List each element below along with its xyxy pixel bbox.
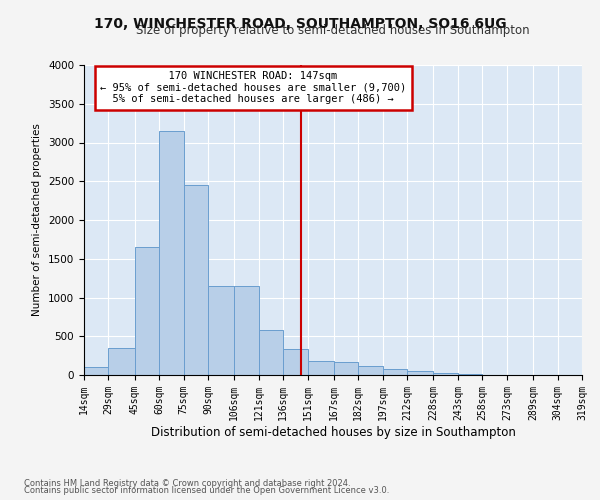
Bar [308, 362, 334, 375]
Bar [109, 348, 134, 375]
Y-axis label: Number of semi-detached properties: Number of semi-detached properties [32, 124, 43, 316]
Bar [84, 367, 109, 375]
Bar [433, 374, 458, 375]
Bar [283, 348, 308, 375]
Bar [159, 131, 184, 375]
Bar [234, 286, 259, 375]
Text: Contains public sector information licensed under the Open Government Licence v3: Contains public sector information licen… [24, 486, 389, 495]
X-axis label: Distribution of semi-detached houses by size in Southampton: Distribution of semi-detached houses by … [151, 426, 515, 438]
Bar [458, 374, 482, 375]
Text: 170, WINCHESTER ROAD, SOUTHAMPTON, SO16 6UG: 170, WINCHESTER ROAD, SOUTHAMPTON, SO16 … [94, 18, 506, 32]
Bar [259, 330, 283, 375]
Bar [208, 286, 234, 375]
Bar [358, 366, 383, 375]
Title: Size of property relative to semi-detached houses in Southampton: Size of property relative to semi-detach… [136, 24, 530, 38]
Text: Contains HM Land Registry data © Crown copyright and database right 2024.: Contains HM Land Registry data © Crown c… [24, 478, 350, 488]
Bar [383, 369, 407, 375]
Bar [334, 362, 358, 375]
Bar [407, 371, 433, 375]
Bar [134, 247, 159, 375]
Bar [184, 185, 208, 375]
Text: 170 WINCHESTER ROAD: 147sqm  
← 95% of semi-detached houses are smaller (9,700)
: 170 WINCHESTER ROAD: 147sqm ← 95% of sem… [100, 71, 406, 104]
